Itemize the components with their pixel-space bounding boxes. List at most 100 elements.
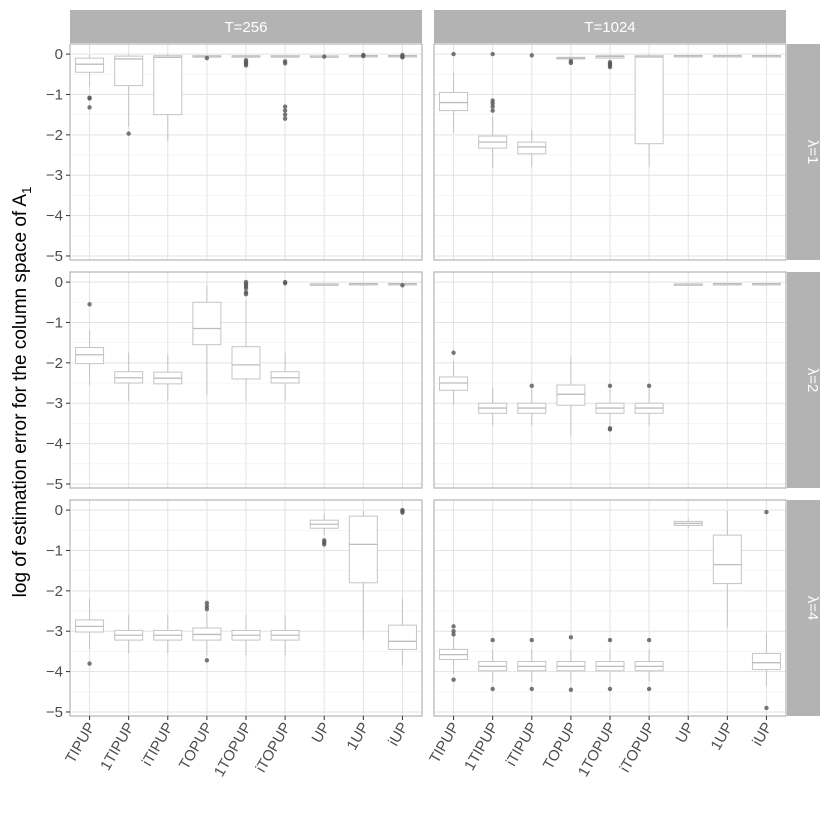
x-tick-label: iTIPUP xyxy=(503,720,541,770)
outlier-point xyxy=(282,61,288,66)
outlier-point xyxy=(490,104,495,109)
outlier-point xyxy=(204,600,210,606)
outlier-point xyxy=(607,427,613,432)
y-tick-label: −3 xyxy=(46,623,63,640)
boxplot-series xyxy=(439,283,781,436)
column-strip-label: T=256 xyxy=(225,19,268,36)
boxplot xyxy=(556,635,586,692)
outlier-point xyxy=(490,101,495,106)
outlier-point xyxy=(490,108,495,113)
box xyxy=(114,55,144,87)
boxplot xyxy=(75,54,105,110)
boxplot-series xyxy=(439,51,781,168)
boxplot xyxy=(517,383,547,426)
boxplot xyxy=(634,383,664,426)
outlier-point xyxy=(451,51,456,57)
x-tick-label: iUP xyxy=(385,720,412,749)
outlier-point xyxy=(282,116,288,121)
row-strip-label: λ=4 xyxy=(804,596,821,621)
boxplot xyxy=(270,55,300,121)
y-axis: 0 −1 −2 −3 −4 −5 xyxy=(46,46,70,265)
outlier-point xyxy=(87,105,92,110)
strips-layer: T=256 T=1024 λ=1 λ=2 λ=4 xyxy=(70,10,821,716)
outlier-point xyxy=(451,677,456,682)
outlier-point xyxy=(490,51,495,57)
boxplot-series xyxy=(75,507,417,666)
boxplot xyxy=(751,509,781,711)
outlier-point xyxy=(204,55,210,61)
boxplot xyxy=(595,637,625,692)
outlier-point xyxy=(607,64,613,70)
boxplot xyxy=(478,51,508,168)
outlier-point xyxy=(204,658,210,663)
x-tick-label: 1TOPUP xyxy=(575,720,620,780)
boxplot xyxy=(387,283,417,288)
panel-border xyxy=(433,271,787,489)
boxplot xyxy=(387,507,417,666)
boxplot xyxy=(309,514,339,547)
y-tick-label: −4 xyxy=(46,664,63,681)
boxplot xyxy=(192,285,222,396)
boxplot-series xyxy=(75,52,417,141)
y-tick-label: −3 xyxy=(46,167,63,184)
outlier-point xyxy=(529,53,534,58)
boxplot xyxy=(595,383,625,432)
boxplot xyxy=(517,637,547,692)
boxplot xyxy=(673,518,703,529)
box xyxy=(634,55,664,145)
box xyxy=(75,57,105,73)
outlier-point xyxy=(568,687,574,692)
panel xyxy=(433,499,787,717)
outlier-point xyxy=(646,686,652,692)
outlier-point xyxy=(607,383,613,389)
box xyxy=(556,384,586,406)
boxplot xyxy=(270,279,300,402)
outlier-point xyxy=(400,510,405,515)
row-strip-background xyxy=(787,272,820,488)
x-tick-label: TOPUP xyxy=(176,720,216,773)
panel-border xyxy=(69,271,423,489)
boxplot xyxy=(231,55,261,68)
x-tick-label: 1TIPUP xyxy=(97,720,138,774)
outlier-point xyxy=(243,285,249,291)
boxplot xyxy=(153,354,183,402)
column-strip-label: T=1024 xyxy=(584,19,635,36)
boxplot xyxy=(348,283,378,286)
boxplot xyxy=(114,352,144,402)
y-axis-label-subscript: 1 xyxy=(19,187,34,194)
boxplot xyxy=(348,510,378,640)
y-tick-label: −4 xyxy=(46,436,63,453)
column-strip: T=256 xyxy=(70,10,422,43)
box xyxy=(231,346,261,380)
row-strip: λ=2 xyxy=(787,272,821,488)
boxplot xyxy=(270,615,300,656)
outlier-point xyxy=(451,629,456,634)
row-strip-background xyxy=(787,44,820,260)
x-tick-label: iTOPUP xyxy=(252,720,294,776)
box xyxy=(751,652,781,671)
x-tick-label: UP xyxy=(309,720,334,747)
boxplot xyxy=(231,615,261,656)
box xyxy=(192,301,222,346)
outlier-point xyxy=(646,637,652,643)
outlier-point xyxy=(646,383,652,389)
boxplot xyxy=(595,54,625,70)
outlier-point xyxy=(490,686,495,692)
box xyxy=(387,624,417,650)
y-tick-label: 0 xyxy=(55,502,63,519)
panel xyxy=(433,43,787,261)
boxplot xyxy=(673,55,703,58)
outlier-point xyxy=(529,383,534,389)
y-tick-label: −5 xyxy=(46,476,63,493)
y-tick-label: −2 xyxy=(46,583,63,600)
outlier-point xyxy=(764,509,769,515)
x-tick-label: iUP xyxy=(749,720,776,749)
x-tick-label: TOPUP xyxy=(540,720,580,773)
boxplot xyxy=(478,637,508,692)
outlier-point xyxy=(764,705,769,711)
boxplot-series xyxy=(75,279,417,402)
box xyxy=(348,515,378,584)
boxplot xyxy=(751,283,781,286)
x-tick-label: 1TIPUP xyxy=(461,720,502,774)
